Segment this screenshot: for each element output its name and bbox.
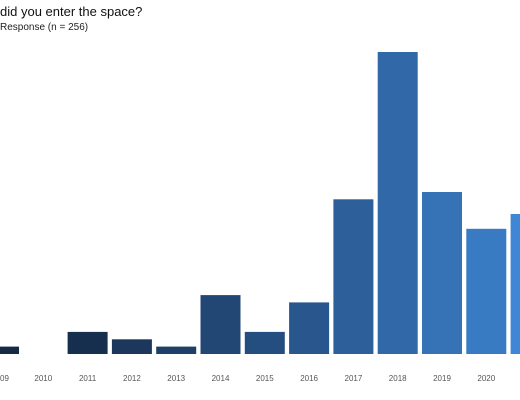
x-tick-label: 2013 [167, 374, 185, 383]
chart-subtitle: Response (n = 256) [0, 22, 89, 33]
bar-2014 [200, 295, 241, 354]
bar-2021 [510, 214, 520, 354]
bar-2020 [466, 228, 507, 354]
x-tick-label: 2019 [433, 374, 451, 383]
bar-2013 [156, 346, 197, 354]
bar-2017 [333, 199, 374, 354]
x-tick-label: 2015 [256, 374, 274, 383]
x-tick-label: 2012 [123, 374, 141, 383]
bars-group [0, 52, 520, 354]
x-tick-label: 2020 [477, 374, 495, 383]
bar-2011 [67, 331, 108, 354]
x-tick-label: 09 [0, 374, 9, 383]
x-tick-label: 2014 [212, 374, 230, 383]
bar-09 [0, 346, 19, 354]
x-axis-ticks: 09 2010 2011 2012 2013 2014 2015 2016 2017 2018 20… [0, 374, 496, 383]
bar-2019 [422, 192, 462, 354]
x-tick-label: 2010 [34, 374, 52, 383]
bar-2012 [111, 339, 152, 354]
bar-2015 [244, 331, 285, 354]
x-tick-label: 2017 [345, 374, 363, 383]
x-tick-label: 2016 [300, 374, 318, 383]
x-tick-label: 2018 [389, 374, 407, 383]
x-tick-label: 2011 [79, 374, 97, 383]
bar-2016 [289, 302, 330, 354]
bar-2018 [377, 52, 418, 354]
chart-title: did you enter the space? [0, 4, 143, 19]
